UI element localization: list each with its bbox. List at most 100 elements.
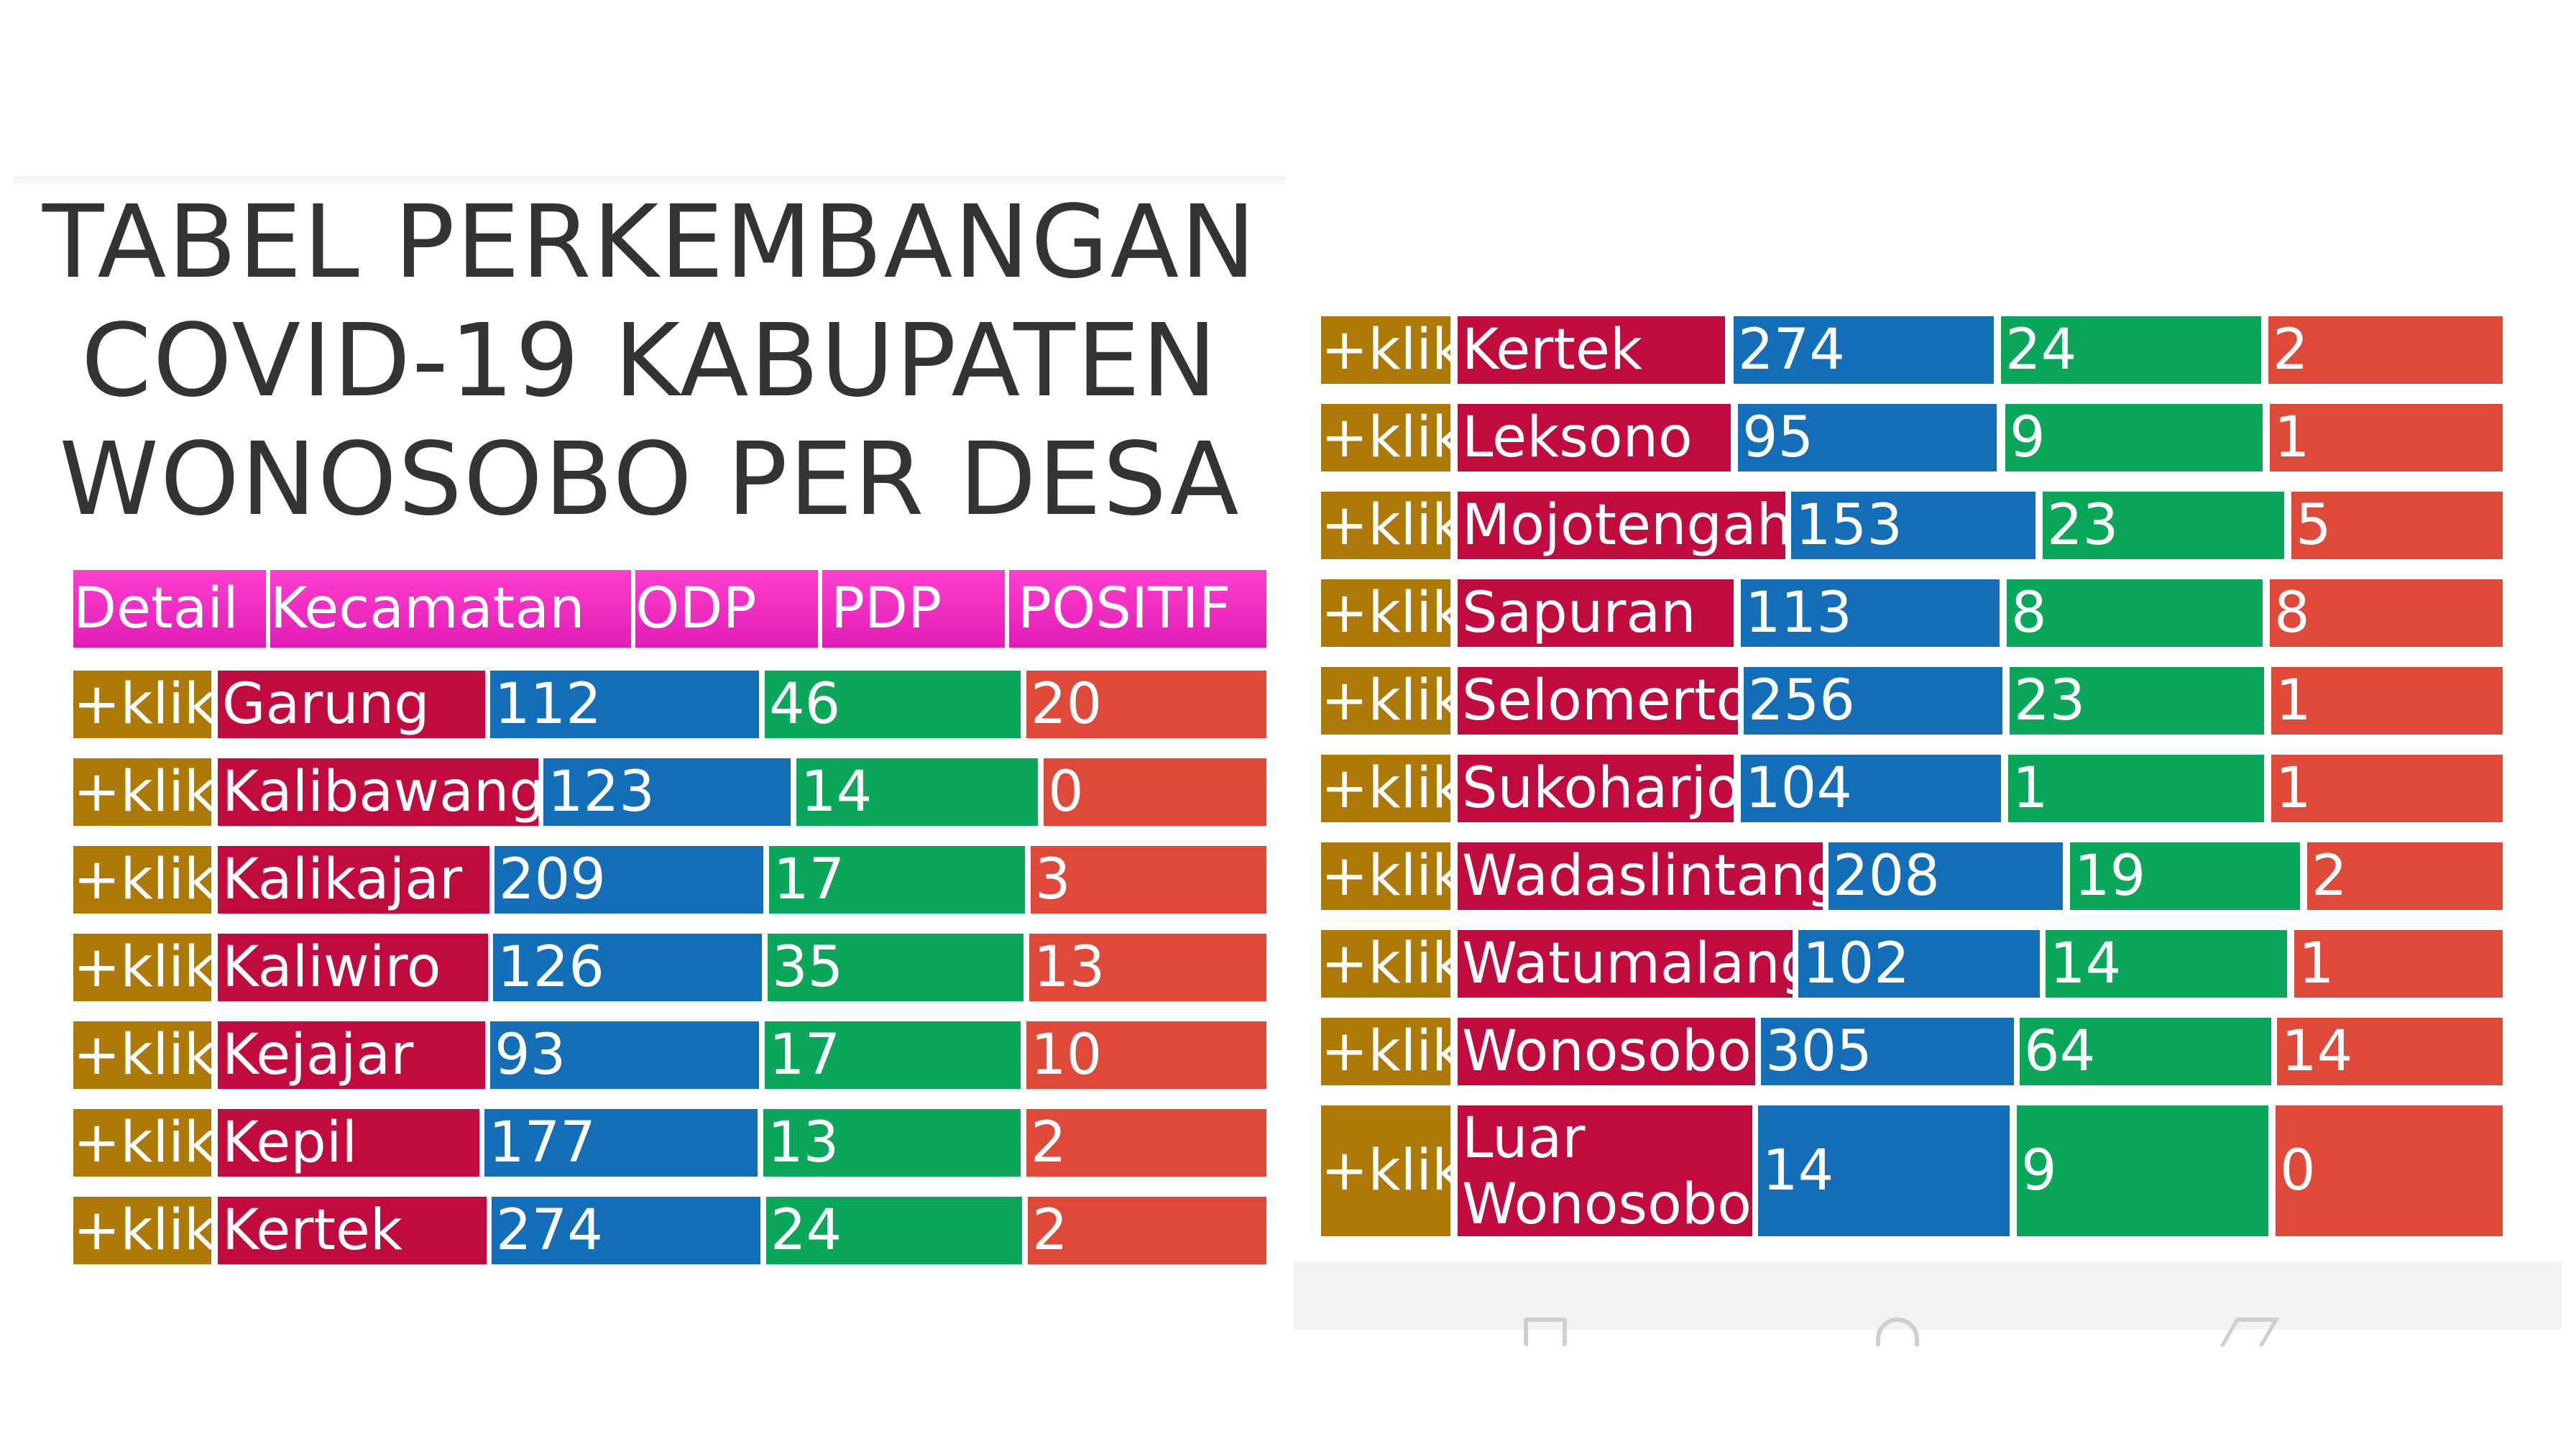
- table-header-row: Detail Kecamatan ODP PDP POSITIF: [13, 570, 1287, 648]
- kecamatan-cell: Selomerto: [1458, 667, 1738, 735]
- kecamatan-cell: Wonosobo: [1458, 1018, 1755, 1085]
- table-row: +klik Watumalang 102 14 1: [1294, 930, 2562, 998]
- back-icon[interactable]: [2220, 1317, 2280, 1346]
- detail-link[interactable]: +klik: [1321, 1018, 1450, 1085]
- odp-cell: 93: [490, 1021, 759, 1089]
- kecamatan-cell: Luar Wonosobo: [1458, 1105, 1752, 1236]
- table-row: +klik Wadaslintang 208 19 2: [1294, 842, 2562, 910]
- kecamatan-cell: Mojotengah: [1458, 492, 1785, 559]
- positif-cell: 8: [2270, 579, 2503, 647]
- kecamatan-cell: Sapuran: [1458, 579, 1734, 647]
- pdp-cell: 35: [768, 934, 1024, 1001]
- kecamatan-cell: Kaliwiro: [218, 934, 488, 1001]
- kecamatan-cell: Watumalang: [1458, 930, 1793, 998]
- pdp-cell: 19: [2070, 842, 2300, 910]
- detail-link[interactable]: +klik: [1321, 316, 1450, 384]
- positif-cell: 14: [2277, 1018, 2503, 1085]
- header-pdp: PDP: [822, 570, 1005, 648]
- table-row: +klik Kertek 274 24 2: [13, 1197, 1287, 1264]
- odp-cell: 126: [493, 934, 762, 1001]
- title-line-1: TABEL PERKEMBANGAN: [42, 184, 1258, 301]
- kecamatan-cell: Kepil: [218, 1109, 479, 1177]
- detail-link[interactable]: +klik: [73, 1197, 211, 1264]
- title-line-3: WONOSOBO PER DESA: [59, 421, 1241, 538]
- detail-link[interactable]: +klik: [73, 846, 211, 914]
- right-screenshot: +klik Kertek 274 24 2 +klik Leksono 95 9…: [1294, 302, 2562, 1346]
- positif-cell: 2: [2268, 316, 2503, 384]
- pdp-cell: 23: [2043, 492, 2284, 559]
- detail-link[interactable]: +klik: [1321, 842, 1450, 910]
- pdp-cell: 24: [766, 1197, 1022, 1264]
- kecamatan-cell: Kejajar: [218, 1021, 485, 1089]
- pdp-cell: 1: [2008, 755, 2264, 822]
- odp-cell: 123: [543, 758, 791, 826]
- kecamatan-cell: Sukoharjo: [1458, 755, 1734, 822]
- pdp-cell: 14: [2046, 930, 2287, 998]
- kecamatan-cell: Garung: [218, 671, 485, 738]
- positif-cell: 0: [2276, 1105, 2503, 1236]
- table-row: +klik Kejajar 93 17 10: [13, 1021, 1287, 1089]
- positif-cell: 20: [1026, 671, 1266, 738]
- detail-link[interactable]: +klik: [73, 1109, 211, 1177]
- detail-link[interactable]: +klik: [1321, 404, 1450, 472]
- detail-link[interactable]: +klik: [1321, 755, 1450, 822]
- kecamatan-cell: Leksono: [1458, 404, 1731, 472]
- detail-link[interactable]: +klik: [1321, 492, 1450, 559]
- detail-link[interactable]: +klik: [73, 1021, 211, 1089]
- table-row: +klik Leksono 95 9 1: [1294, 404, 2562, 472]
- positif-cell: 2: [2307, 842, 2503, 910]
- pdp-cell: 17: [769, 846, 1025, 914]
- detail-link[interactable]: +klik: [1321, 1105, 1450, 1236]
- pdp-cell: 9: [2017, 1105, 2268, 1236]
- detail-link-label: +klik: [1321, 1138, 1450, 1203]
- positif-cell: 13: [1029, 934, 1266, 1001]
- table-row: +klik Sukoharjo 104 1 1: [1294, 755, 2562, 822]
- odp-cell: 102: [1798, 930, 2040, 998]
- positif-cell: 10: [1026, 1021, 1266, 1089]
- header-positif: POSITIF: [1009, 570, 1266, 648]
- detail-link[interactable]: +klik: [73, 671, 211, 738]
- pdp-cell: 14: [796, 758, 1038, 826]
- positif-cell: 3: [1031, 846, 1266, 914]
- positif-cell: 1: [2294, 930, 2503, 998]
- table-row: +klik Luar Wonosobo 14 9 0: [1294, 1105, 2562, 1236]
- odp-cell: 274: [1734, 316, 1994, 384]
- kecamatan-cell: Kertek: [218, 1197, 487, 1264]
- pdp-value: 9: [2021, 1138, 2057, 1203]
- pdp-cell: 23: [2010, 667, 2264, 735]
- detail-link[interactable]: +klik: [73, 758, 211, 826]
- detail-link[interactable]: +klik: [1321, 667, 1450, 735]
- table-row: +klik Garung 112 46 20: [13, 671, 1287, 738]
- kecamatan-cell: Wadaslintang: [1458, 842, 1823, 910]
- odp-cell: 305: [1761, 1018, 2014, 1085]
- menu-icon[interactable]: [1524, 1317, 1567, 1346]
- table-row: +klik Selomerto 256 23 1: [1294, 667, 2562, 735]
- table-row: +klik Sapuran 113 8 8: [1294, 579, 2562, 647]
- positif-cell: 0: [1044, 758, 1266, 826]
- table-row: +klik Kaliwiro 126 35 13: [13, 934, 1287, 1001]
- pdp-cell: 64: [2020, 1018, 2271, 1085]
- table-row: +klik Kalikajar 209 17 3: [13, 846, 1287, 914]
- left-screenshot: TABEL PERKEMBANGAN COVID-19 KABUPATEN WO…: [13, 176, 1287, 1319]
- odp-cell: 274: [492, 1197, 760, 1264]
- header-detail: Detail: [73, 570, 266, 648]
- table-row: +klik Wonosobo 305 64 14: [1294, 1018, 2562, 1085]
- bottom-navigation-bar: [1294, 1261, 2562, 1346]
- positif-cell: 1: [2271, 667, 2503, 735]
- detail-link[interactable]: +klik: [73, 934, 211, 1001]
- detail-link[interactable]: +klik: [1321, 579, 1450, 647]
- detail-link[interactable]: +klik: [1321, 930, 1450, 998]
- positif-cell: 1: [2271, 755, 2503, 822]
- kecamatan-cell: Kertek: [1458, 316, 1725, 384]
- pdp-cell: 46: [765, 671, 1021, 738]
- home-icon[interactable]: [1876, 1317, 1919, 1346]
- table-row: +klik Kalibawang 123 14 0: [13, 758, 1287, 826]
- table-row: +klik Kepil 177 13 2: [13, 1109, 1287, 1177]
- header-kecamatan: Kecamatan: [270, 570, 631, 648]
- positif-value: 0: [2280, 1138, 2316, 1203]
- pdp-cell: 13: [763, 1109, 1021, 1177]
- odp-cell: 112: [490, 671, 759, 738]
- positif-cell: 2: [1026, 1109, 1266, 1177]
- page-title: TABEL PERKEMBANGAN COVID-19 KABUPATEN WO…: [13, 176, 1287, 539]
- pdp-cell: 8: [2007, 579, 2263, 647]
